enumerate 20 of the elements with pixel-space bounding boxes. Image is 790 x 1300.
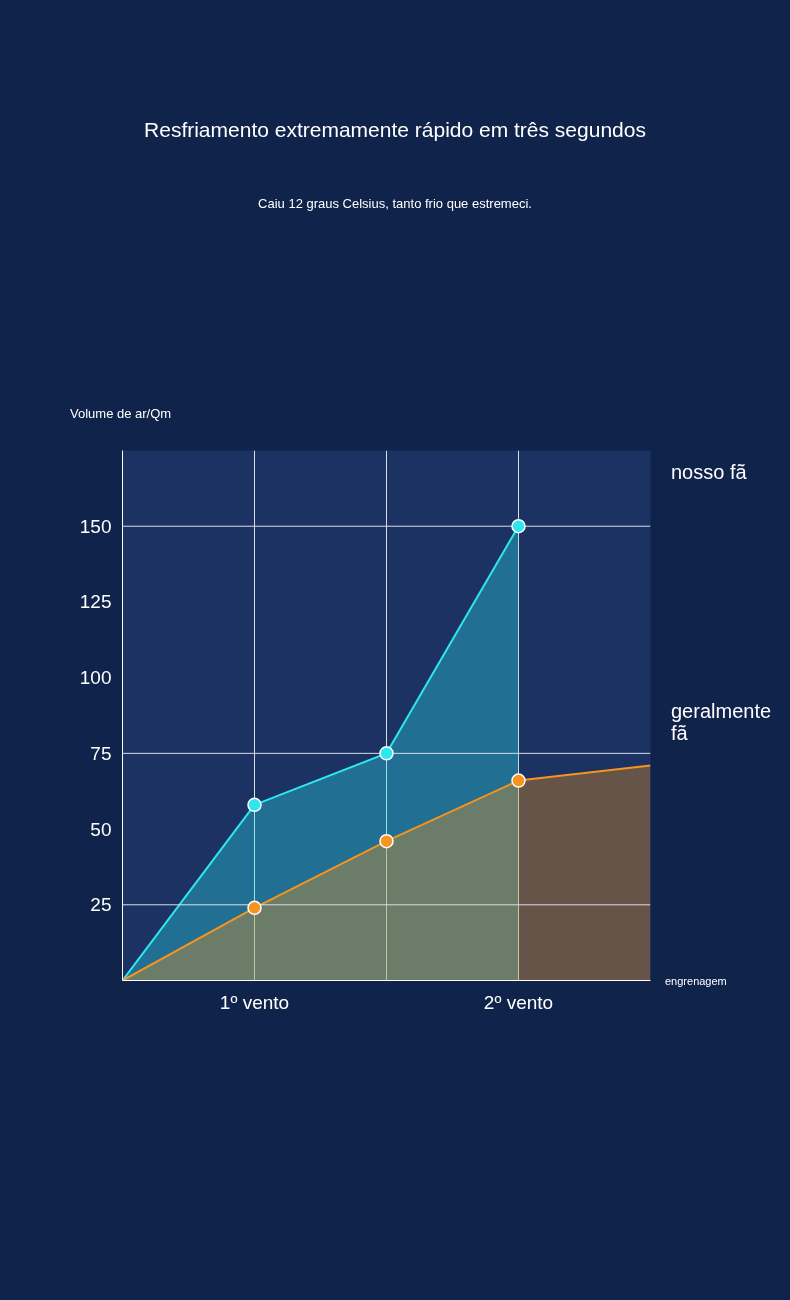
point [247, 797, 262, 813]
y-tick-label: 50 [90, 818, 112, 840]
y-tick-label: 100 [79, 667, 112, 689]
y-tick-label: 150 [79, 515, 112, 537]
point [511, 518, 526, 534]
x-tick-label: 1º vento [219, 991, 290, 1013]
x-tick-label: 2º vento [483, 991, 554, 1013]
y-tick-label: 25 [90, 894, 112, 916]
y-tick-label: 125 [79, 591, 112, 613]
point [379, 833, 394, 849]
x-axis-title: engrenagem [665, 975, 728, 988]
chart-subtitle: Caiu 12 graus Celsius, tanto frio que estremeci. [258, 195, 532, 213]
series-label: geralmente fã [671, 700, 773, 744]
point [379, 746, 394, 761]
point [511, 773, 526, 788]
chart-title: Resfriamento extremamente rápido em três segundos [144, 117, 646, 143]
y-axis-title: Volume de ar/Qm [70, 405, 172, 423]
text: nosso fã [671, 461, 748, 483]
y-tick-label: 75 [90, 742, 112, 764]
point [247, 900, 262, 916]
